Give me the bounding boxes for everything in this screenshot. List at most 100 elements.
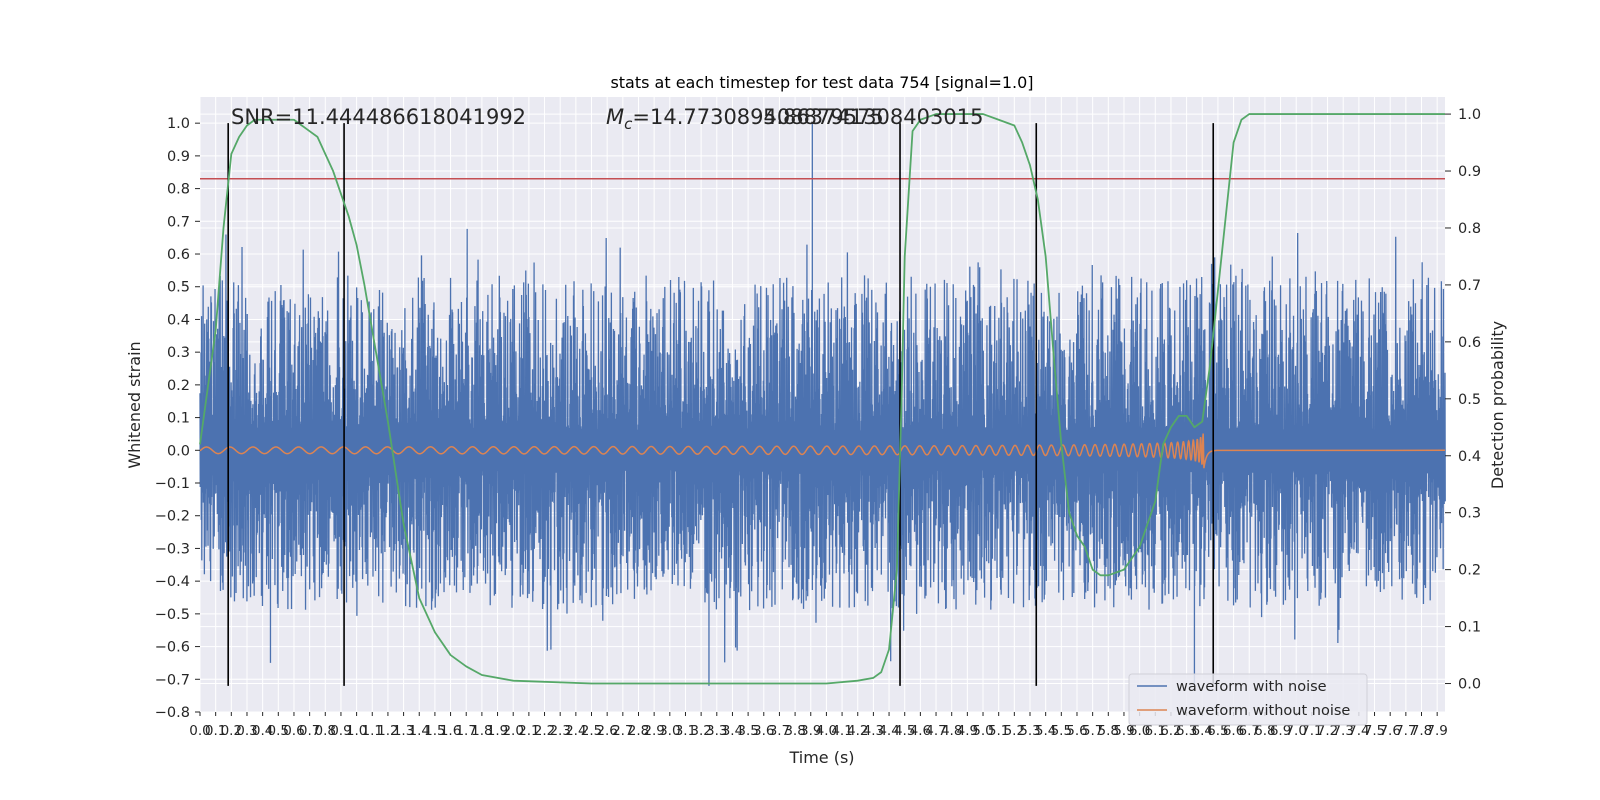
x-tick-label: 6.5 — [1207, 723, 1228, 739]
chirp-mass-overlap-annotation: 5.863741308403015 — [763, 105, 983, 129]
y-tick-label: 0.2 — [167, 378, 190, 394]
y2-tick-label: 1.0 — [1458, 107, 1481, 123]
y2-tick-labels: 1.0 0.9 0.8 0.7 0.6 0.5 0.4 0.3 0.2 0.1 0.0 — [1445, 107, 1481, 693]
x-tick-label: 0.7 — [299, 723, 320, 739]
x-tick-label: 0.3 — [236, 723, 257, 739]
y-tick-labels: 1.0 0.9 0.8 0.7 0.6 0.5 0.4 0.3 0.2 0.1 0.0 −0.1 −0.… — [155, 116, 200, 721]
x-tick-label: 0.8 — [315, 723, 336, 739]
x-tick-label: 6.8 — [1254, 723, 1275, 739]
x-tick-label: 1.5 — [424, 723, 445, 739]
x-tick-label: 3.7 — [769, 723, 790, 739]
x-tick-label: 1.0 — [346, 723, 367, 739]
y-tick-label: 0.7 — [167, 214, 190, 230]
x-tick-labels: 0.00.10.20.30.40.50.60.70.80.91.01.11.21… — [189, 712, 1448, 739]
x-tick-label: 2.2 — [534, 723, 555, 739]
y2-tick-label: 0.4 — [1458, 449, 1481, 465]
detection-probability-line — [199, 113, 1445, 685]
x-tick-label: 2.8 — [628, 723, 649, 739]
x-tick-label: 4.7 — [925, 723, 946, 739]
x-tick-label: 2.9 — [643, 723, 664, 739]
y-tick-label: −0.2 — [155, 509, 190, 525]
x-tick-label: 5.5 — [1051, 723, 1072, 739]
y-tick-label: 0.6 — [167, 247, 190, 263]
x-tick-label: 3.1 — [675, 723, 696, 739]
y-tick-label: −0.5 — [155, 607, 190, 623]
x-tick-label: 0.2 — [221, 723, 242, 739]
x-tick-label: 7.9 — [1426, 723, 1447, 739]
x-tick-label: 0.5 — [268, 723, 289, 739]
x-tick-label: 7.1 — [1301, 723, 1322, 739]
waveform-without-noise-series — [199, 433, 1446, 469]
y-tick-label: −0.6 — [155, 640, 190, 656]
x-tick-label: 5.0 — [972, 723, 993, 739]
y2-tick-label: 0.0 — [1458, 677, 1481, 693]
x-tick-label: 6.2 — [1160, 723, 1181, 739]
x-tick-label: 5.2 — [1004, 723, 1025, 739]
y-tick-label: 0.8 — [167, 182, 190, 198]
x-axis-label: Time (s) — [788, 748, 854, 767]
x-tick-label: 1.4 — [409, 723, 430, 739]
legend: waveform with noise waveform without noi… — [1128, 673, 1368, 726]
x-tick-label: 1.2 — [377, 723, 398, 739]
x-tick-label: 3.8 — [784, 723, 805, 739]
x-tick-label: 3.6 — [753, 723, 774, 739]
x-tick-label: 6.3 — [1176, 723, 1197, 739]
legend-clean-label: waveform without noise — [1176, 703, 1350, 719]
x-tick-label: 1.1 — [362, 723, 383, 739]
noise-waveform-line — [199, 123, 1446, 686]
x-tick-label: 0.9 — [330, 723, 351, 739]
x-tick-label: 6.0 — [1129, 723, 1150, 739]
x-tick-label: 7.4 — [1348, 723, 1369, 739]
x-tick-label: 2.5 — [581, 723, 602, 739]
y2-tick-label: 0.3 — [1458, 506, 1481, 522]
x-tick-label: 5.1 — [988, 723, 1009, 739]
x-tick-label: 0.1 — [205, 723, 226, 739]
y2-tick-label: 0.5 — [1458, 392, 1481, 408]
x-tick-label: 3.3 — [706, 723, 727, 739]
y2-tick-label: 0.7 — [1458, 278, 1481, 294]
x-tick-label: 1.6 — [440, 723, 461, 739]
y-tick-label: 0.1 — [167, 411, 190, 427]
clean-waveform-line — [199, 433, 1446, 469]
chirp-mass-value: =14.773089408879575 — [632, 105, 883, 129]
x-tick-label: 0.6 — [283, 723, 304, 739]
y2-tick-label: 0.2 — [1458, 563, 1481, 579]
x-tick-label: 5.8 — [1098, 723, 1119, 739]
y-tick-label: 0.5 — [167, 280, 190, 296]
chart-title: stats at each timestep for test data 754… — [610, 73, 1033, 92]
x-tick-label: 5.6 — [1066, 723, 1087, 739]
x-tick-label: 3.5 — [737, 723, 758, 739]
x-tick-label: 4.5 — [894, 723, 915, 739]
x-tick-label: 6.9 — [1270, 723, 1291, 739]
y-tick-label: 0.3 — [167, 345, 190, 361]
detection-probability-series — [199, 113, 1445, 685]
x-tick-label: 5.9 — [1113, 723, 1134, 739]
x-tick-label: 2.3 — [549, 723, 570, 739]
legend-noise-label: waveform with noise — [1176, 679, 1327, 695]
chirp-mass-symbol: M — [606, 105, 624, 129]
y2-tick-label: 0.8 — [1458, 221, 1481, 237]
x-tick-label: 4.9 — [957, 723, 978, 739]
x-tick-label: 5.4 — [1035, 723, 1056, 739]
y2-axis-label: Detection probability — [1488, 321, 1507, 489]
overlay-lines — [200, 123, 1445, 686]
x-tick-label: 6.7 — [1239, 723, 1260, 739]
y-tick-label: 0.0 — [167, 443, 190, 459]
x-tick-label: 7.6 — [1379, 723, 1400, 739]
y-tick-label: 0.4 — [167, 312, 190, 328]
chirp-mass-annotation: Mc=14.773089408879575 — [606, 105, 884, 133]
x-tick-label: 7.2 — [1317, 723, 1338, 739]
x-tick-label: 4.4 — [878, 723, 899, 739]
x-tick-label: 5.3 — [1019, 723, 1040, 739]
x-tick-label: 3.4 — [722, 723, 743, 739]
x-tick-label: 3.2 — [690, 723, 711, 739]
chirp-mass-subscript: c — [624, 115, 633, 133]
y-tick-label: −0.1 — [155, 476, 190, 492]
x-tick-label: 5.7 — [1082, 723, 1103, 739]
x-tick-label: 4.0 — [816, 723, 837, 739]
snr-annotation: SNR=11.444486618041992 — [231, 105, 526, 129]
x-tick-label: 1.7 — [455, 723, 476, 739]
x-tick-label: 7.7 — [1395, 723, 1416, 739]
y-tick-label: −0.7 — [155, 672, 190, 688]
